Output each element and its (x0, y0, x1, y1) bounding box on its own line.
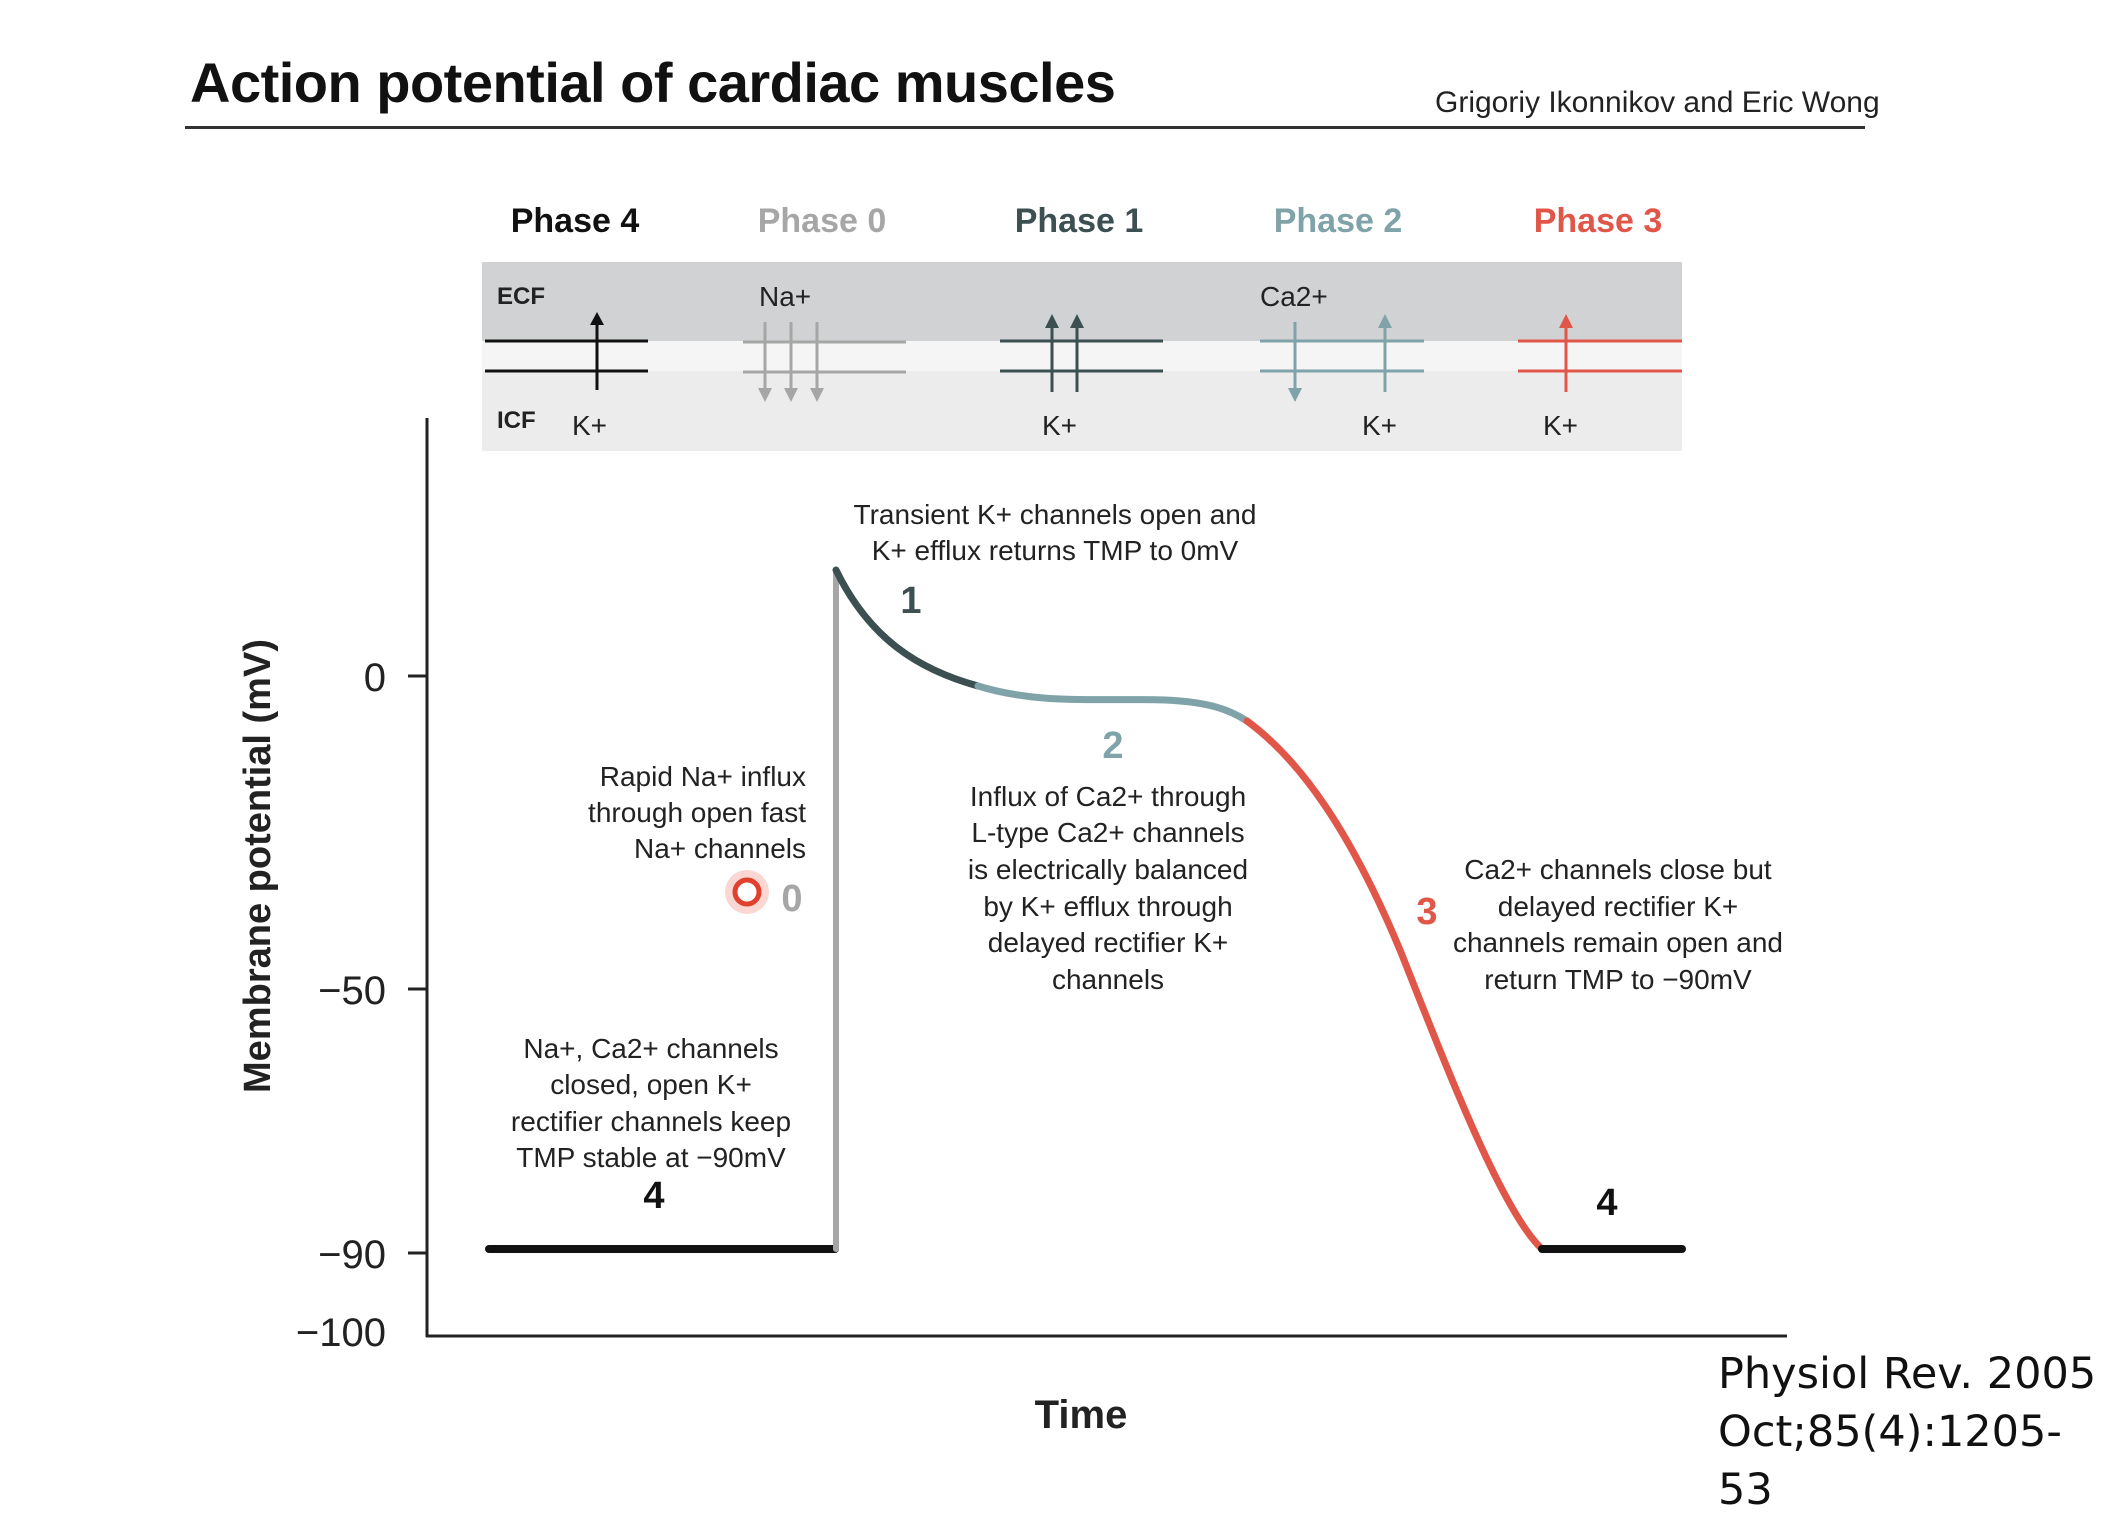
phase-3-annotation: Ca2+ channels close but delayed rectifie… (1453, 854, 1783, 995)
membrane-gap (482, 341, 1682, 371)
phase-0-influx-arrow-icon (810, 388, 824, 402)
membrane-schematic: ECF ICF K+ Na+ (482, 262, 1682, 451)
citation-line-2: Oct;85(4):1205-53 (1718, 1407, 2062, 1515)
phase-1-ion: K+ (1042, 410, 1077, 441)
curve-number-1: 1 (900, 580, 921, 622)
ecf-label: ECF (497, 283, 545, 310)
y-axis-label: Membrane potential (mV) (237, 639, 279, 1093)
x-axis-label: Time (1035, 1393, 1128, 1437)
authors: Grigoriy Ikonnikov and Eric Wong (1435, 86, 1880, 119)
annotation-line: Influx of Ca2+ through (970, 781, 1246, 812)
annotation-line: K+ efflux returns TMP to 0mV (872, 535, 1239, 566)
phase-0-channel (743, 322, 906, 402)
phase-2-ion-ca: Ca2+ (1260, 281, 1328, 312)
phase-4-channel (485, 312, 648, 390)
phase-0-header: Phase 0 (758, 202, 887, 240)
phase-1-efflux-arrow-icon (1045, 314, 1059, 328)
title-divider (185, 126, 1865, 129)
phase-2-efflux-arrow-icon (1378, 314, 1392, 328)
phase-1-efflux-arrow-icon (1070, 314, 1084, 328)
phase-3-header: Phase 3 (1534, 202, 1663, 240)
phase-2-header: Phase 2 (1274, 202, 1403, 240)
phase-headers: Phase 4 Phase 0 Phase 1 Phase 2 Phase 3 (511, 202, 1663, 240)
curve-number-3: 3 (1416, 891, 1437, 933)
citation-line-1: Physiol Rev. 2005 (1718, 1349, 2097, 1399)
phase-4-header: Phase 4 (511, 202, 640, 240)
annotation-line: closed, open K+ (550, 1069, 752, 1100)
phase-2-annotation: Influx of Ca2+ through L-type Ca2+ chann… (968, 781, 1248, 995)
annotation-line: delayed rectifier K+ (1498, 891, 1738, 922)
phase-2-ion-k: K+ (1362, 410, 1397, 441)
page-title: Action potential of cardiac muscles (190, 51, 1116, 114)
phase-4-ion: K+ (572, 410, 607, 441)
annotation-line: L-type Ca2+ channels (971, 817, 1244, 848)
phase-2-segment (974, 682, 1251, 725)
phase-1-segment (832, 566, 982, 690)
curve-number-0: 0 (781, 878, 802, 920)
y-tick-label-0: 0 (364, 656, 386, 700)
phase-2-influx-arrow-icon (1288, 388, 1302, 402)
annotation-line: Na+ channels (634, 833, 806, 864)
annotations: Transient K+ channels open and K+ efflux… (511, 499, 1783, 1173)
curve-number-4-left: 4 (643, 1175, 664, 1217)
icf-label: ICF (497, 407, 536, 434)
action-potential-diagram: Phase 4 Phase 0 Phase 1 Phase 2 Phase 3 … (237, 202, 1787, 1437)
annotation-line: channels remain open and (1453, 927, 1783, 958)
phase-2-channel (1260, 314, 1424, 402)
annotation-line: by K+ efflux through (983, 891, 1232, 922)
phase-0-annotation: Rapid Na+ influx through open fast Na+ c… (588, 761, 806, 864)
annotation-line: is electrically balanced (968, 854, 1248, 885)
annotation-line: rectifier channels keep (511, 1106, 791, 1137)
curve-number-4-right: 4 (1596, 1182, 1617, 1224)
annotation-line: TMP stable at −90mV (516, 1142, 786, 1173)
annotation-line: Na+, Ca2+ channels (523, 1033, 778, 1064)
axes (408, 418, 1787, 1338)
phase-0-ion: Na+ (759, 281, 811, 312)
phase-0-influx-arrow-icon (784, 388, 798, 402)
icf-band (482, 371, 1682, 451)
y-tick-label-minus100: −100 (296, 1311, 386, 1355)
phase-1-header: Phase 1 (1015, 202, 1144, 240)
phase-4-efflux-arrow-icon (590, 312, 604, 325)
phase-3-ion: K+ (1543, 410, 1578, 441)
annotation-line: Ca2+ channels close but (1464, 854, 1772, 885)
phase-3-segment (1243, 717, 1546, 1253)
annotation-line: through open fast (588, 797, 806, 828)
phase-0-influx-arrow-icon (758, 388, 772, 402)
phase-1-channel (1000, 314, 1163, 392)
y-tick-label-minus90: −90 (318, 1233, 386, 1277)
y-tick-label-minus50: −50 (318, 969, 386, 1013)
curve-number-2: 2 (1102, 725, 1123, 767)
citation: Physiol Rev. 2005 Oct;85(4):1205-53 (1718, 1345, 2114, 1519)
annotation-line: channels (1052, 964, 1164, 995)
annotation-line: delayed rectifier K+ (988, 927, 1228, 958)
phase-3-efflux-arrow-icon (1559, 314, 1573, 328)
ecf-band (482, 262, 1682, 344)
action-potential-curve (485, 566, 1686, 1253)
phase-3-channel (1518, 314, 1682, 392)
phase-4-annotation: Na+, Ca2+ channels closed, open K+ recti… (511, 1033, 791, 1173)
annotation-line: Transient K+ channels open and (854, 499, 1257, 530)
annotation-line: return TMP to −90mV (1484, 964, 1752, 995)
y-tick-labels: 0 −50 −90 −100 (296, 656, 386, 1355)
curve-phase-numbers: 4 0 1 2 3 4 (643, 580, 1617, 1224)
cursor-highlight-icon (725, 870, 769, 914)
phase-1-annotation: Transient K+ channels open and K+ efflux… (854, 499, 1257, 566)
annotation-line: Rapid Na+ influx (600, 761, 806, 792)
